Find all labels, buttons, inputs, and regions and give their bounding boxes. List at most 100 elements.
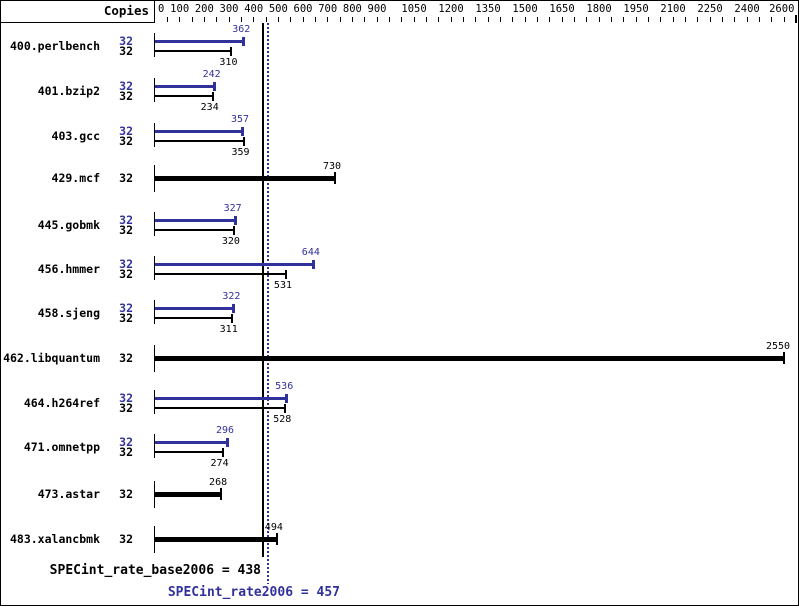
peak-bar-end-tick [212,82,216,91]
peak-bar-end-tick [233,216,237,225]
axis-tick [339,17,341,22]
axis-tick [401,17,403,22]
peak-bar [155,441,229,444]
axis-tick-label: 1650 [549,3,575,15]
reference-line-peak [266,23,269,584]
peak-bar-end-tick [232,304,236,313]
peak-bar [155,397,288,400]
axis-tick-label: 200 [194,3,214,15]
base-bar [155,229,234,231]
benchmark-name: 456.hmmer [37,262,100,276]
base-bar [155,50,232,52]
base-bar-end-tick [230,47,233,56]
base-bar [155,407,286,409]
axis-tick [475,17,477,22]
base-value-label: 528 [273,414,292,425]
group-axis-segment [154,123,155,147]
axis-tick [610,17,612,22]
copies-label-base: 32 [119,89,133,103]
benchmark-name: 458.sjeng [37,306,100,320]
group-axis-segment [154,434,155,458]
peak-summary-text: SPECint_rate2006 = 457 [167,585,340,600]
copies-label-peak: 32 [119,435,133,449]
axis-tick [783,17,785,22]
axis-tick-label: 1500 [512,3,538,15]
axis-tick [290,17,292,22]
axis-tick-label: 0 [158,3,165,15]
base-bar-end-tick [242,137,245,146]
base-bar-end-tick [220,488,223,500]
benchmark-name: 403.gcc [51,129,100,143]
copies-label-base: 32 [119,401,133,415]
copies-label-peak: 32 [119,213,133,227]
base-value-label: 531 [273,280,292,291]
peak-bar [155,85,215,88]
axis-tick [364,17,366,22]
group-axis-segment [154,256,155,280]
peak-value-label: 242 [202,69,221,80]
peak-bar-end-tick [242,37,246,46]
axis-tick [302,17,304,22]
copies-label-base: 32 [119,311,133,325]
axis-tick [388,17,390,22]
copies-label-base: 32 [119,134,133,148]
axis-tick [635,17,637,22]
peak-value-label: 327 [223,203,242,214]
axis-tick-label: 700 [318,3,338,15]
axis-tick [438,17,440,22]
peak-bar [155,130,244,133]
axis-tick [561,17,563,22]
copies-axis-separator [154,1,155,23]
base-value-label: 730 [323,161,342,172]
axis-tick-label: 1950 [623,3,649,15]
axis-tick [647,17,649,22]
axis-tick-label: 600 [293,3,313,15]
peak-bar-end-tick [311,260,315,269]
group-axis-segment [154,165,155,192]
copies-label-base: 32 [119,44,133,58]
base-bar-end-tick [334,172,337,184]
axis-tick [425,17,427,22]
copies-label-peak: 32 [119,124,133,138]
copies-label-peak: 32 [119,391,133,405]
copies-label-peak: 32 [119,301,133,315]
copies-label-base: 32 [119,267,133,281]
copies-label-base: 32 [119,532,133,546]
base-value-label: 494 [264,522,283,533]
peak-bar [155,40,245,43]
benchmark-name: 473.astar [37,487,100,501]
axis-tick [216,17,218,22]
base-bar-end-tick [232,226,235,235]
axis-tick [549,17,551,22]
base-summary-text: SPECint_rate_base2006 = 438 [49,563,261,578]
base-bar [155,317,232,319]
group-axis-segment [154,345,155,372]
axis-tick [512,17,514,22]
base-bar-thick [155,176,336,181]
axis-tick [573,17,575,22]
axis-tick-label: 1800 [586,3,612,15]
base-bar-end-tick [221,448,224,457]
header-underline [1,22,155,23]
copies-label-base: 32 [119,351,133,365]
axis-tick-label: 2250 [697,3,723,15]
peak-bar-end-tick [226,438,230,447]
copies-label-base: 32 [119,487,133,501]
base-bar-end-tick [284,404,287,413]
base-bar-thick [155,537,277,542]
peak-bar-end-tick [241,127,245,136]
base-bar-end-tick [230,314,233,323]
axis-tick [191,17,193,22]
base-value-label: 310 [219,57,238,68]
axis-tick-label: 2400 [734,3,760,15]
axis-tick [771,17,773,22]
group-axis-segment [154,390,155,414]
axis-tick [265,17,267,22]
copies-label-peak: 32 [119,79,133,93]
peak-bar [155,219,236,222]
peak-bar-end-tick [285,394,289,403]
axis-tick [450,17,452,22]
base-bar-end-tick [211,92,214,101]
copies-label-base: 32 [119,171,133,185]
